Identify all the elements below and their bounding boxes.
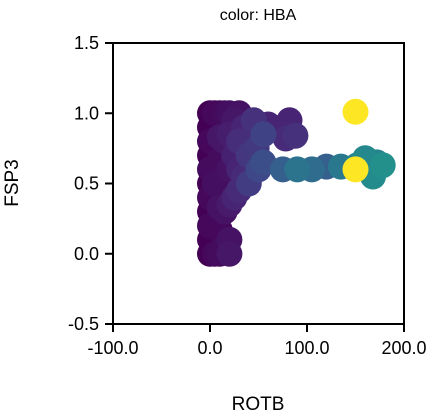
y-tick-label: 0.0 [74, 244, 99, 264]
scatter-point [342, 98, 369, 125]
scatter-point [369, 152, 396, 179]
scatter-point [342, 156, 369, 183]
scatter-point [282, 122, 309, 149]
y-tick-label: 1.5 [74, 33, 99, 53]
y-tick-label: -0.5 [68, 314, 99, 334]
points-layer [197, 98, 396, 267]
x-tick-label: 0.0 [197, 338, 222, 358]
scatter-point [216, 240, 243, 267]
y-axis-ticks: -0.5 0.0 0.5 1.0 1.5 [68, 33, 113, 334]
chart-title: color: HBA [220, 7, 297, 24]
x-tick-label: 200.0 [381, 338, 426, 358]
x-tick-label: -100.0 [87, 338, 138, 358]
scatter-point [284, 156, 311, 183]
y-tick-label: 1.0 [74, 103, 99, 123]
x-axis-ticks: -100.0 0.0 100.0 200.0 [87, 324, 427, 358]
x-tick-label: 100.0 [284, 338, 329, 358]
x-axis-label: ROTB [232, 394, 285, 415]
y-axis-label: FSP3 [2, 159, 23, 207]
y-tick-label: 0.5 [74, 174, 99, 194]
scatter-point [250, 121, 277, 148]
